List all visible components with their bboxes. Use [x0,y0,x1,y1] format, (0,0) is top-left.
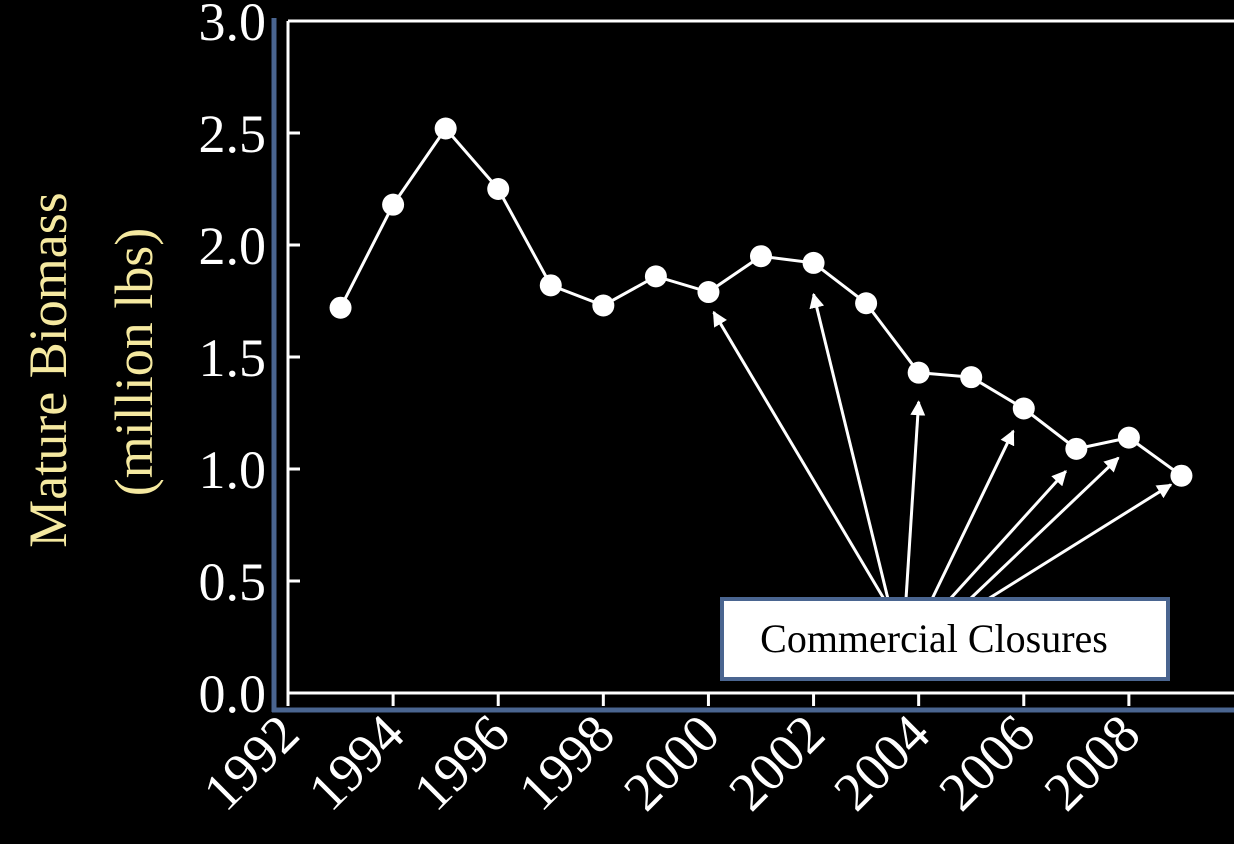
data-point [1117,426,1140,449]
callout-arrow [930,429,1015,600]
y-tick-label: 2.5 [199,104,267,164]
y-tick-label: 0.5 [199,552,267,612]
x-tick-label: 1998 [507,703,626,822]
data-point [1012,397,1035,420]
data-point [750,245,772,268]
data-point [592,294,615,317]
series-line [339,126,1183,477]
y-axis-title-line1: Mature Biomass [18,192,78,547]
callout-label: Commercial Closures [760,616,1108,661]
data-point [434,117,457,140]
x-tick-label: 2002 [717,703,836,822]
data-point [1065,437,1088,460]
callout-arrow [809,292,890,600]
data-point [1170,464,1193,487]
x-tick-label: 1996 [402,703,521,822]
data-point [960,366,983,389]
x-tick-label: 2004 [822,703,941,822]
y-tick-label: 3.0 [199,0,267,52]
callout-arrow [987,483,1173,601]
callout-arrow [968,456,1120,601]
x-tick-label: 1994 [297,703,416,822]
y-tick-label: 1.5 [199,328,267,388]
data-point [382,193,405,216]
y-axis-title-line2: (million lbs) [104,228,164,497]
data-point [487,178,510,200]
y-tick-label: 1.0 [199,440,267,500]
callout-arrow [904,400,926,600]
data-point [802,251,825,274]
x-tick-label: 2006 [927,703,1046,822]
data-point [697,281,720,304]
data-point [539,274,562,297]
callout-box [720,597,1170,681]
data-point [907,361,930,384]
x-tick-label: 2008 [1033,703,1152,822]
callout-arrow [948,470,1067,601]
data-point [644,265,667,288]
data-point [855,292,878,315]
y-tick-label: 0.0 [199,664,267,724]
callout-arrow [712,310,886,600]
data-point [329,296,352,319]
x-tick-label: 2000 [612,703,731,822]
y-tick-label: 2.0 [199,216,267,276]
